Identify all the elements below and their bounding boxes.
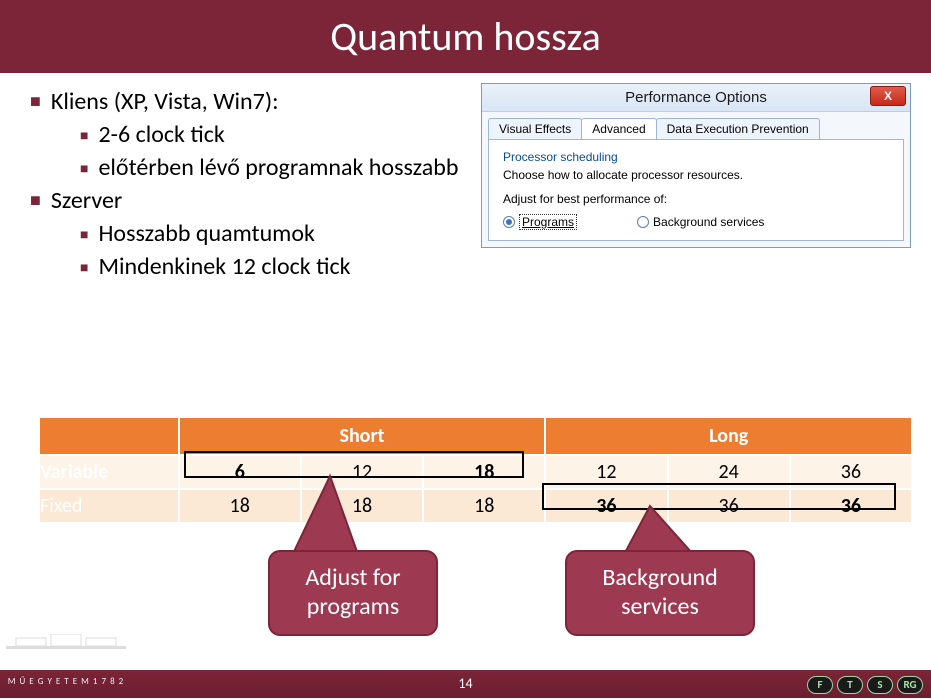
radio-programs-label: Programs	[522, 215, 574, 229]
tab-dep[interactable]: Data Execution Prevention	[656, 118, 820, 139]
cell: 36	[790, 455, 912, 489]
bullet-12-tick: Mindenkinek 12 clock tick	[80, 252, 481, 281]
badge-f: F	[807, 676, 833, 694]
badge-t: T	[837, 676, 863, 694]
cell: 6	[179, 455, 301, 489]
adjust-label: Adjust for best performance of:	[503, 192, 889, 206]
window-title: Performance Options	[625, 89, 767, 106]
tabs-row: Visual Effects Advanced Data Execution P…	[482, 112, 910, 139]
callout-background-services: Backgroundservices	[565, 550, 755, 636]
quantum-table: Short Long Variable 6 12 18 12 24 36 Fix…	[38, 416, 913, 524]
radio-dot-icon	[503, 216, 515, 228]
university-text: M Ű E G Y E T E M 1 7 8 2	[6, 668, 126, 696]
cell: 18	[301, 489, 423, 523]
radio-programs[interactable]: Programs	[503, 214, 577, 230]
cell: 36	[545, 489, 667, 523]
radio-group: Programs Background services	[503, 214, 889, 230]
row-label-fixed: Fixed	[39, 489, 179, 523]
bullet-foreground: előtérben lévő programnak hosszabb	[80, 153, 481, 182]
cell: 36	[668, 489, 790, 523]
building-icon	[6, 634, 126, 658]
footer-badges: F T S RG	[807, 676, 923, 694]
tab-body: Processor scheduling Choose how to alloc…	[488, 139, 904, 241]
callout-adjust-programs: Adjust forprograms	[268, 550, 438, 636]
cell: 36	[790, 489, 912, 523]
tab-advanced[interactable]: Advanced	[581, 118, 656, 139]
window-titlebar: Performance Options X	[482, 84, 910, 112]
footer-bar: M Ű E G Y E T E M 1 7 8 2 14 F T S RG	[0, 670, 931, 698]
radio-bg-label: Background services	[653, 215, 764, 229]
badge-rg: RG	[897, 676, 923, 694]
cell: 18	[423, 455, 545, 489]
radio-background[interactable]: Background services	[637, 215, 764, 229]
header-short: Short	[179, 417, 546, 455]
cell: 18	[179, 489, 301, 523]
page-number: 14	[458, 675, 472, 692]
cell: 24	[668, 455, 790, 489]
bullet-list: Kliens (XP, Vista, Win7): 2-6 clock tick…	[20, 83, 481, 285]
badge-s: S	[867, 676, 893, 694]
bullet-kliens: Kliens (XP, Vista, Win7): 2-6 clock tick…	[30, 87, 481, 182]
bullet-clock-tick: 2-6 clock tick	[80, 120, 481, 149]
content-area: Kliens (XP, Vista, Win7): 2-6 clock tick…	[0, 73, 931, 285]
performance-options-window: Performance Options X Visual Effects Adv…	[481, 83, 911, 248]
university-logo: M Ű E G Y E T E M 1 7 8 2	[6, 634, 126, 696]
bullet-szerver: Szerver Hosszabb quamtumok Mindenkinek 1…	[30, 186, 481, 281]
tab-visual-effects[interactable]: Visual Effects	[488, 118, 582, 139]
cell: 12	[545, 455, 667, 489]
window-close-button[interactable]: X	[870, 86, 906, 106]
row-label-variable: Variable	[39, 455, 179, 489]
group-title: Processor scheduling	[503, 150, 889, 164]
bullet-longer-quantums: Hosszabb quamtumok	[80, 219, 481, 248]
group-desc: Choose how to allocate processor resourc…	[503, 168, 889, 182]
slide-title: Quantum hossza	[0, 0, 931, 73]
header-long: Long	[545, 417, 912, 455]
cell: 18	[423, 489, 545, 523]
radio-dot-icon	[637, 216, 649, 228]
cell: 12	[301, 455, 423, 489]
table-corner	[39, 417, 179, 455]
